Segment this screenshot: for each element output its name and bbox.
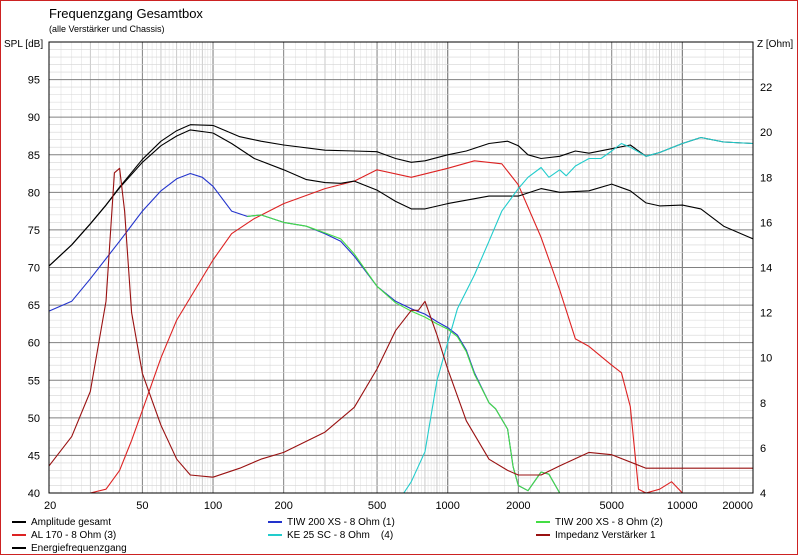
legend-label: Energiefrequenzgang [31, 542, 127, 554]
y-tick-label-left: 55 [28, 375, 40, 387]
legend-label: KE 25 SC - 8 Ohm (4) [287, 529, 394, 541]
x-tick-label: 2000 [506, 500, 530, 512]
series-lines [48, 124, 754, 494]
y-tick-label-right: 20 [760, 127, 772, 139]
legend-swatch [12, 534, 26, 536]
legend-label: TIW 200 XS - 8 Ohm (2) [555, 516, 663, 528]
chart-subtitle: (alle Verstärker und Chassis) [49, 24, 165, 34]
y-tick-label-left: 70 [28, 263, 40, 275]
legend-label: TIW 200 XS - 8 Ohm (1) [287, 516, 395, 528]
legend-swatch [536, 521, 550, 523]
y-tick-label-right: 12 [760, 308, 772, 320]
tick-labels: 20 50 100 200 500 1000 2000 5000 10000 2000040455… [28, 75, 773, 512]
y-tick-label-left: 40 [28, 488, 40, 500]
legend-item: KE 25 SC - 8 Ohm (4) [268, 529, 393, 541]
x-tick-label: 20000 [722, 500, 753, 512]
x-tick-label: 500 [368, 500, 386, 512]
x-tick-label: 50 [136, 500, 148, 512]
y-tick-label-right: 4 [760, 488, 766, 500]
legend-swatch [268, 534, 282, 536]
legend-item: Amplitude gesamt [12, 516, 111, 528]
x-tick-label: 100 [204, 500, 222, 512]
y-axis-label-left: SPL [dB] [4, 39, 44, 50]
series-line-3 [48, 129, 754, 267]
legend-swatch [536, 534, 550, 536]
legend-item: Energiefrequenzgang [12, 542, 127, 554]
series-line-4 [48, 172, 753, 494]
x-tick-label: 1000 [435, 500, 459, 512]
legend-item: TIW 200 XS - 8 Ohm (2) [536, 516, 663, 528]
legend-item: AL 170 - 8 Ohm (3) [12, 529, 116, 541]
legend-swatch [268, 521, 282, 523]
legend-item: Impedanz Verstärker 1 [536, 529, 656, 541]
legend-label: Impedanz Verstärker 1 [555, 529, 656, 541]
y-tick-label-left: 85 [28, 150, 40, 162]
y-tick-label-right: 8 [760, 398, 766, 410]
y-tick-label-right: 14 [760, 263, 772, 275]
y-tick-label-right: 6 [760, 443, 766, 455]
y-tick-label-left: 80 [28, 187, 40, 199]
x-tick-label: 200 [274, 500, 292, 512]
y-tick-label-left: 60 [28, 338, 40, 350]
legend-item: TIW 200 XS - 8 Ohm (1) [268, 516, 395, 528]
legend-label: AL 170 - 8 Ohm (3) [31, 529, 117, 541]
y-tick-label-left: 90 [28, 112, 40, 124]
frequency-response-chart: 20 50 100 200 500 1000 2000 5000 10000 2000040455… [28, 41, 773, 512]
series-line-6 [247, 214, 561, 494]
x-tick-label: 5000 [599, 500, 623, 512]
y-tick-label-left: 45 [28, 450, 40, 462]
grid [48, 41, 754, 494]
y-axis-label-right: Z [Ohm] [757, 39, 794, 50]
legend-label: Amplitude gesamt [31, 516, 112, 528]
y-tick-label-left: 75 [28, 225, 40, 237]
series-line-1 [48, 124, 754, 267]
x-tick-label: 20 [44, 500, 56, 512]
series-line-2 [49, 160, 683, 494]
chart-title: Frequenzgang Gesamtbox [49, 6, 203, 21]
y-tick-label-right: 22 [760, 82, 772, 94]
x-tick-label: 10000 [667, 500, 698, 512]
series-line-7 [48, 167, 753, 478]
plot-border [48, 41, 754, 494]
y-tick-label-right: 18 [760, 172, 772, 184]
legend-swatch [12, 547, 26, 549]
legend: Amplitude gesamt AL 170 - 8 Ohm (3) Energi… [0, 512, 800, 556]
y-tick-label-left: 65 [28, 300, 40, 312]
y-tick-label-left: 50 [28, 413, 40, 425]
y-tick-label-right: 16 [760, 217, 772, 229]
y-tick-label-left: 95 [28, 75, 40, 87]
legend-swatch [12, 521, 26, 523]
y-tick-label-right: 10 [760, 353, 772, 365]
